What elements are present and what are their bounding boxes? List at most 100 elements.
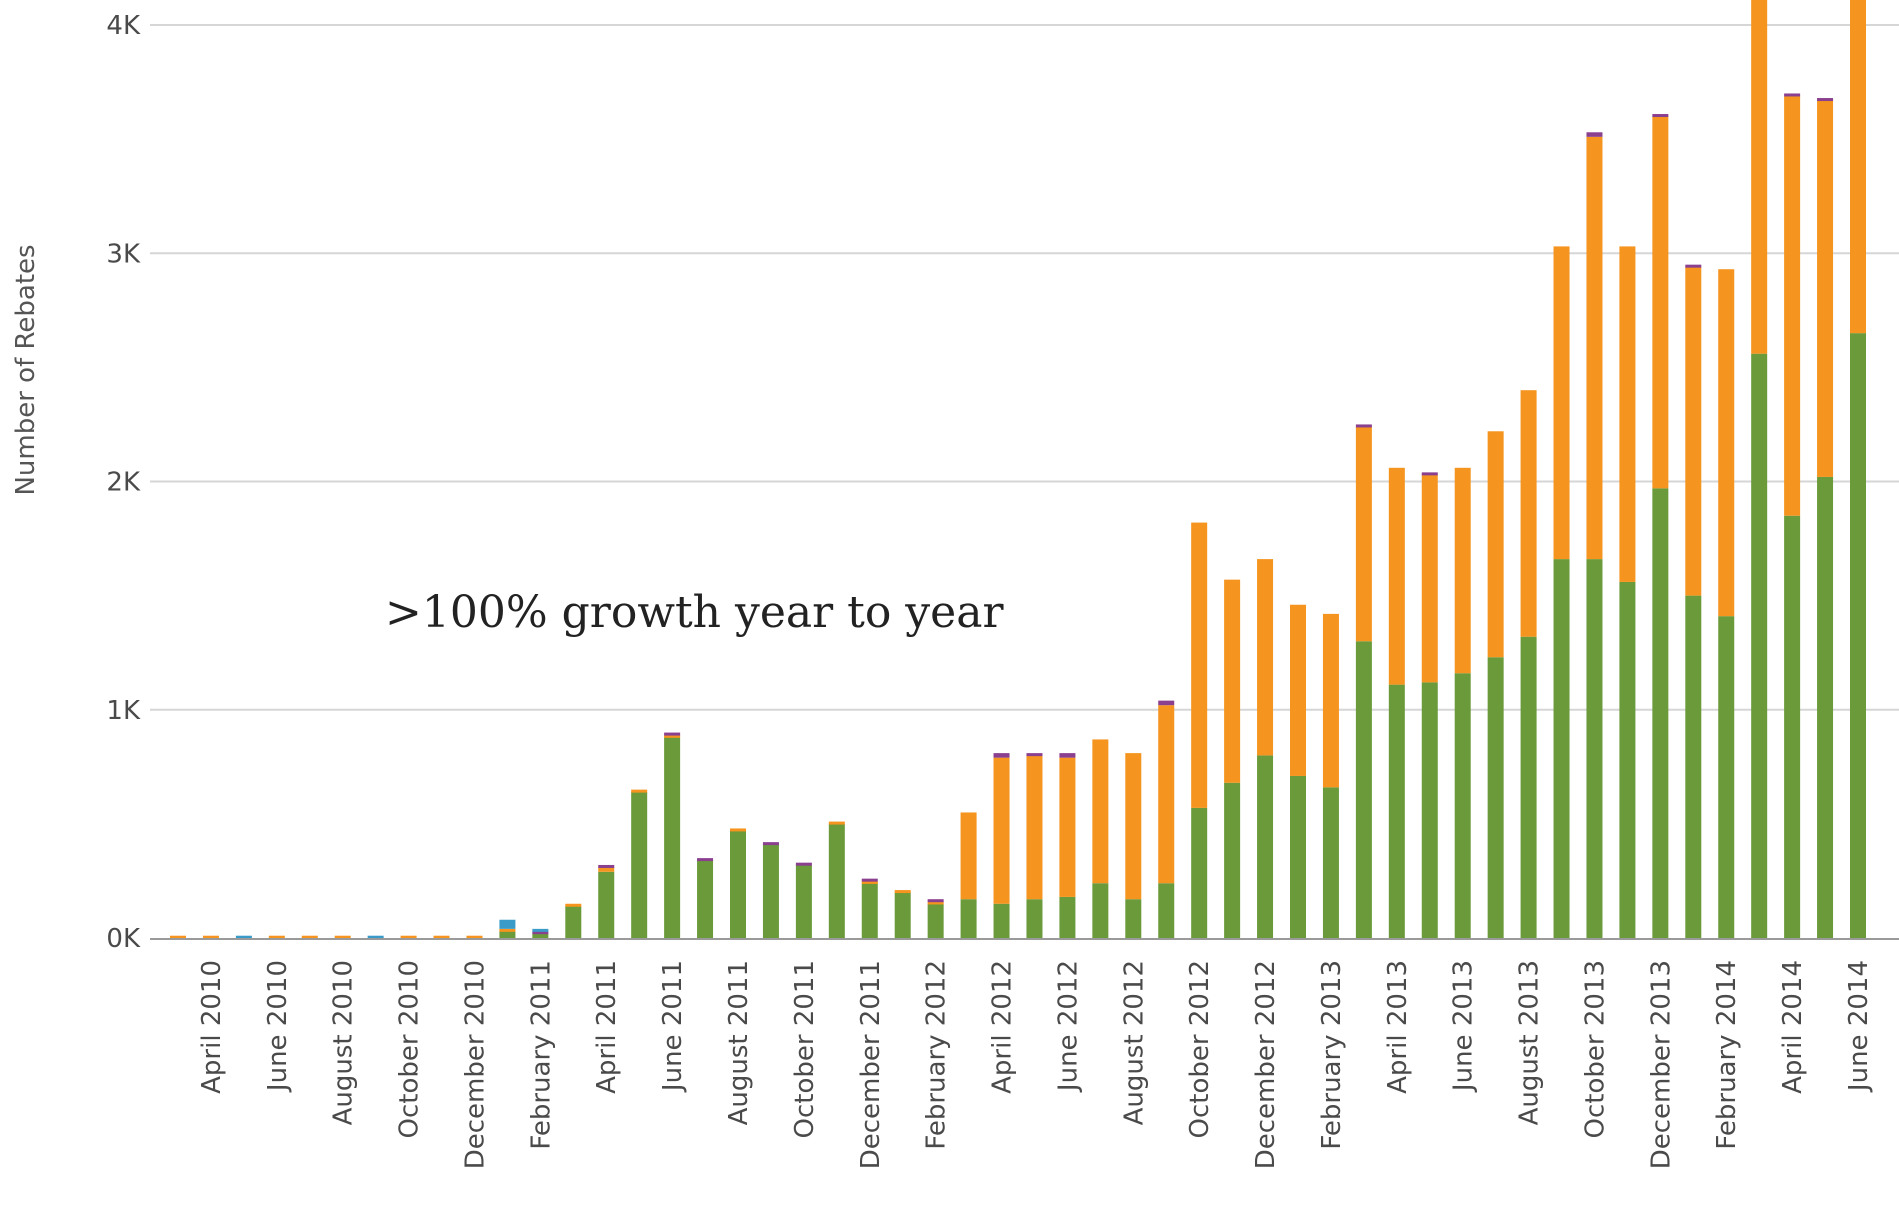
bar-segment [697, 860, 714, 938]
bar-segment [1751, 353, 1768, 938]
bar-segment [1553, 559, 1570, 938]
x-tick-label: August 2011 [724, 960, 754, 1125]
bar-segment [334, 935, 351, 939]
bar-segment [894, 890, 911, 894]
bar-segment [1191, 807, 1208, 938]
x-tick-label: August 2012 [1119, 960, 1149, 1125]
bar-segment [1850, 333, 1866, 938]
y-tick-label: 4K [106, 11, 141, 41]
bar-segment [1355, 424, 1372, 428]
x-tick-label: June 2011 [658, 960, 688, 1093]
x-tick-label: February 2014 [1712, 960, 1742, 1150]
bar-segment [993, 903, 1010, 938]
bar-segment [795, 864, 812, 938]
bar-segment [1817, 476, 1834, 938]
bar-segment [1158, 705, 1175, 884]
bar-segment [1652, 116, 1669, 489]
x-tick-label: April 2013 [1383, 960, 1413, 1094]
bar-segment [598, 871, 615, 938]
bar-segment [1355, 641, 1372, 938]
bar-segment [1059, 753, 1076, 758]
bar-segment [565, 906, 582, 938]
bar-segment [1454, 467, 1471, 674]
bar-segment [1059, 896, 1076, 938]
y-tick-labels: 0K 1K 2K 3K 4K [106, 11, 141, 954]
bar-segment [1322, 787, 1339, 938]
bar-segment [499, 931, 516, 938]
bar-segment [1125, 753, 1142, 900]
bar-segment [828, 823, 845, 938]
bar-segment [1092, 739, 1109, 884]
x-tick-label: October 2012 [1185, 960, 1215, 1138]
bar-segment [1784, 95, 1801, 516]
bar-segment [1421, 472, 1438, 476]
bar-segment [927, 901, 944, 905]
x-tick-label: August 2013 [1515, 960, 1545, 1125]
bar-segment [1520, 636, 1537, 938]
bar-segment [664, 734, 681, 738]
x-tick-labels: April 2010 June 2010 August 2010 October 20… [197, 960, 1874, 1169]
bar-segment [927, 899, 944, 903]
x-tick-label: December 2012 [1251, 960, 1281, 1169]
x-tick-label: February 2011 [526, 960, 556, 1150]
bar-segment [1158, 883, 1175, 938]
bar-segment [1388, 684, 1405, 938]
x-tick-label: August 2010 [329, 960, 359, 1125]
bar-segment [1257, 755, 1274, 938]
bar-segment [730, 828, 746, 832]
bar-segment [1421, 474, 1438, 683]
bar-segment [1652, 114, 1669, 118]
bar-segment [1718, 616, 1735, 938]
bar-segment [1092, 883, 1109, 938]
bar-segment [1158, 700, 1175, 706]
bar-segment [1224, 579, 1241, 783]
bar-segment [1685, 595, 1702, 938]
x-tick-label: February 2012 [922, 960, 952, 1150]
bar-segment [1487, 431, 1504, 658]
bar-segment [631, 789, 648, 793]
bar-segment [1290, 604, 1306, 776]
x-tick-label: October 2013 [1580, 960, 1610, 1138]
bar-segment [1026, 753, 1043, 757]
bar-segment [1751, 0, 1768, 354]
x-tick-label: June 2010 [263, 960, 293, 1093]
bar-segment [202, 935, 219, 939]
bar-segment [565, 903, 582, 907]
bar-segment [1619, 246, 1636, 582]
x-tick-label: April 2011 [592, 960, 622, 1094]
bar-segment [1784, 93, 1801, 97]
bar-segment [664, 732, 681, 736]
bar-segment [1817, 98, 1834, 102]
bar-segment [1454, 673, 1471, 938]
x-tick-label: June 2013 [1449, 960, 1479, 1093]
bar-segment [697, 858, 714, 862]
bar-segment [1586, 132, 1603, 137]
bar-segment [828, 821, 845, 825]
bar-segment [1290, 775, 1306, 938]
bar-segment [1026, 755, 1043, 900]
bar-segment [532, 928, 549, 932]
bar-segment [1652, 488, 1669, 938]
bar-segment [235, 935, 252, 939]
bar-segment [762, 844, 779, 938]
y-tick-label: 0K [106, 924, 141, 954]
bar-segment [1125, 899, 1142, 938]
bar-segment [1191, 522, 1208, 808]
bar-segment [1685, 266, 1702, 596]
bar-segment [499, 919, 516, 929]
bar-segment [170, 935, 186, 939]
x-tick-label: June 2012 [1053, 960, 1083, 1093]
bar-segment [1026, 899, 1043, 938]
bar-segment [1817, 100, 1834, 477]
x-tick-label: April 2014 [1778, 960, 1808, 1094]
x-tick-label: April 2012 [988, 960, 1018, 1094]
bar-segment [1850, 0, 1866, 334]
bar-segment [400, 935, 417, 939]
y-tick-label: 2K [106, 468, 141, 498]
bar-segment [861, 883, 878, 938]
x-tick-label: April 2010 [197, 960, 227, 1094]
bars-layer [170, 0, 1866, 939]
bar-segment [1487, 657, 1504, 938]
